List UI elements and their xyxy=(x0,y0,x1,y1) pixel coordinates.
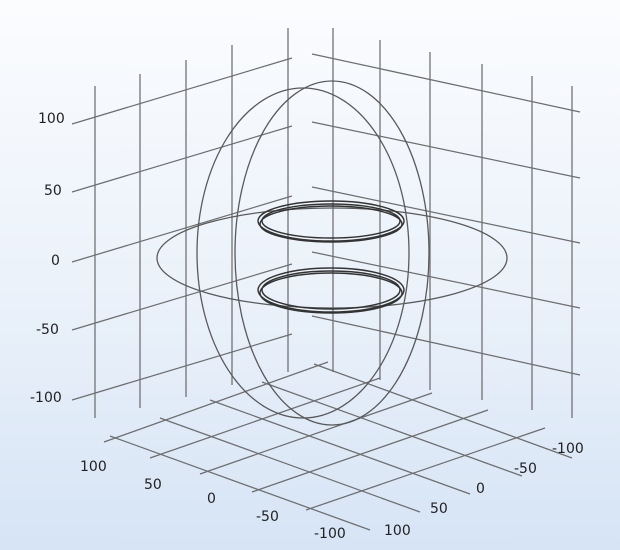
x-tick-label: 50 xyxy=(144,477,162,493)
grid-line xyxy=(311,53,581,113)
x-tick-label: 0 xyxy=(207,491,216,507)
y-tick-label: 0 xyxy=(476,481,485,497)
grid-line xyxy=(71,57,293,125)
lower-coil-outer-ring xyxy=(257,267,405,313)
upper-coil-inner-ring xyxy=(261,203,401,239)
axis-grid xyxy=(71,28,581,531)
grid-line xyxy=(313,363,573,459)
grid-line xyxy=(261,381,523,477)
grid-line xyxy=(311,121,581,179)
grid-line xyxy=(311,251,581,309)
lower-coil-inner-ring xyxy=(261,270,401,310)
upper-coil-edge-ring xyxy=(259,205,403,243)
grid-line xyxy=(71,333,293,401)
grid-line xyxy=(71,195,293,263)
grid-line xyxy=(311,315,581,376)
y-tick-label: -100 xyxy=(552,441,584,457)
x-tick-label: -100 xyxy=(314,526,346,542)
grid-line xyxy=(159,417,421,513)
geometry xyxy=(156,80,508,426)
y-tick-label: -50 xyxy=(514,461,537,477)
x-tick-label: -50 xyxy=(256,509,279,525)
upper-coil-outer-ring xyxy=(257,200,405,242)
outer-boundary-xz-ellipse xyxy=(196,87,410,419)
y-tick-label: 100 xyxy=(384,523,411,539)
grid-line xyxy=(209,399,471,495)
y-tick-label: 50 xyxy=(430,501,448,517)
z-tick-label: 50 xyxy=(44,183,62,199)
grid-line xyxy=(149,377,381,459)
outer-boundary-yz-ellipse xyxy=(234,80,430,426)
grid-line xyxy=(71,263,293,331)
grid-line xyxy=(109,435,371,531)
grid-line xyxy=(251,409,489,493)
z-tick-label: 0 xyxy=(51,253,60,269)
grid-line xyxy=(305,427,546,511)
z-tick-label: -50 xyxy=(36,322,59,338)
x-tick-label: 100 xyxy=(80,459,107,475)
z-tick-label: 100 xyxy=(38,111,65,127)
grid-line xyxy=(311,186,581,244)
z-tick-label: -100 xyxy=(30,390,62,406)
grid-line xyxy=(199,392,433,475)
outer-boundary-xy-ellipse xyxy=(156,207,508,309)
grid-line xyxy=(71,125,293,193)
lower-coil-edge-ring xyxy=(259,272,403,314)
